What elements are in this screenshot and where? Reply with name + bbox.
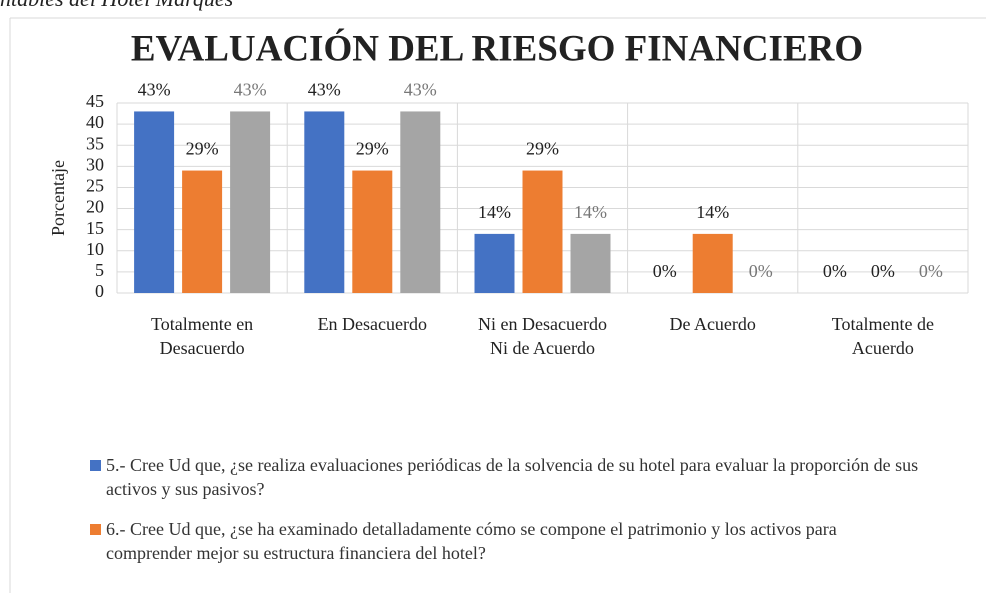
y-tick-label: 35 [86, 133, 104, 153]
y-tick-label: 15 [86, 218, 104, 238]
data-label: 29% [356, 139, 389, 159]
chart-title: EVALUACIÓN DEL RIESGO FINANCIERO [131, 27, 863, 69]
y-tick-label: 5 [95, 260, 104, 280]
y-tick-label: 30 [86, 154, 104, 174]
y-tick-label: 40 [86, 112, 104, 132]
legend-text: 6.- Cree Ud que, ¿se ha examinado detall… [106, 519, 837, 563]
x-tick-label: Totalmente de Acuerdo [831, 314, 934, 358]
data-label: 0% [919, 261, 943, 281]
caption: ntables del Hotel Marqués [0, 0, 233, 12]
y-tick-label: 20 [86, 197, 104, 217]
legend-entry: 6.- Cree Ud que, ¿se ha examinado detall… [90, 517, 926, 565]
x-tick-label: De Acuerdo [669, 314, 756, 334]
y-axis-label: Porcentaje [48, 160, 68, 236]
data-label: 0% [653, 261, 677, 281]
data-label: 29% [186, 139, 219, 159]
bar [474, 233, 515, 293]
legend-entry: 5.- Cree Ud que, ¿se realiza evaluacione… [90, 453, 926, 501]
data-label: 43% [234, 80, 267, 100]
data-label: 0% [749, 261, 773, 281]
data-label: 29% [526, 139, 559, 159]
data-label: 43% [404, 80, 437, 100]
bar [692, 233, 733, 293]
data-label: 43% [308, 80, 341, 100]
bar [230, 111, 271, 293]
data-label: 43% [138, 80, 171, 100]
x-tick-label: Totalmente en Desacuerdo [150, 314, 254, 358]
y-tick-label: 25 [86, 176, 104, 196]
bar [400, 111, 441, 293]
data-label: 14% [696, 202, 729, 222]
y-tick-label: 45 [86, 91, 104, 111]
data-label: 14% [478, 202, 511, 222]
data-label: 0% [871, 261, 895, 281]
legend-text: 5.- Cree Ud que, ¿se realiza evaluacione… [106, 455, 919, 499]
y-tick-label: 10 [86, 239, 104, 259]
bar [570, 233, 611, 293]
legend-swatch [90, 460, 101, 471]
bar [522, 170, 563, 293]
x-tick-label: En Desacuerdo [317, 314, 428, 334]
bar [134, 111, 175, 293]
data-label: 0% [823, 261, 847, 281]
legend-swatch [90, 524, 101, 535]
bar [304, 111, 345, 293]
x-tick-label: Ni en Desacuerdo Ni de Acuerdo [478, 314, 607, 358]
y-tick-label: 0 [95, 281, 104, 301]
data-label: 14% [574, 202, 607, 222]
bar [352, 170, 393, 293]
bar [182, 170, 223, 293]
